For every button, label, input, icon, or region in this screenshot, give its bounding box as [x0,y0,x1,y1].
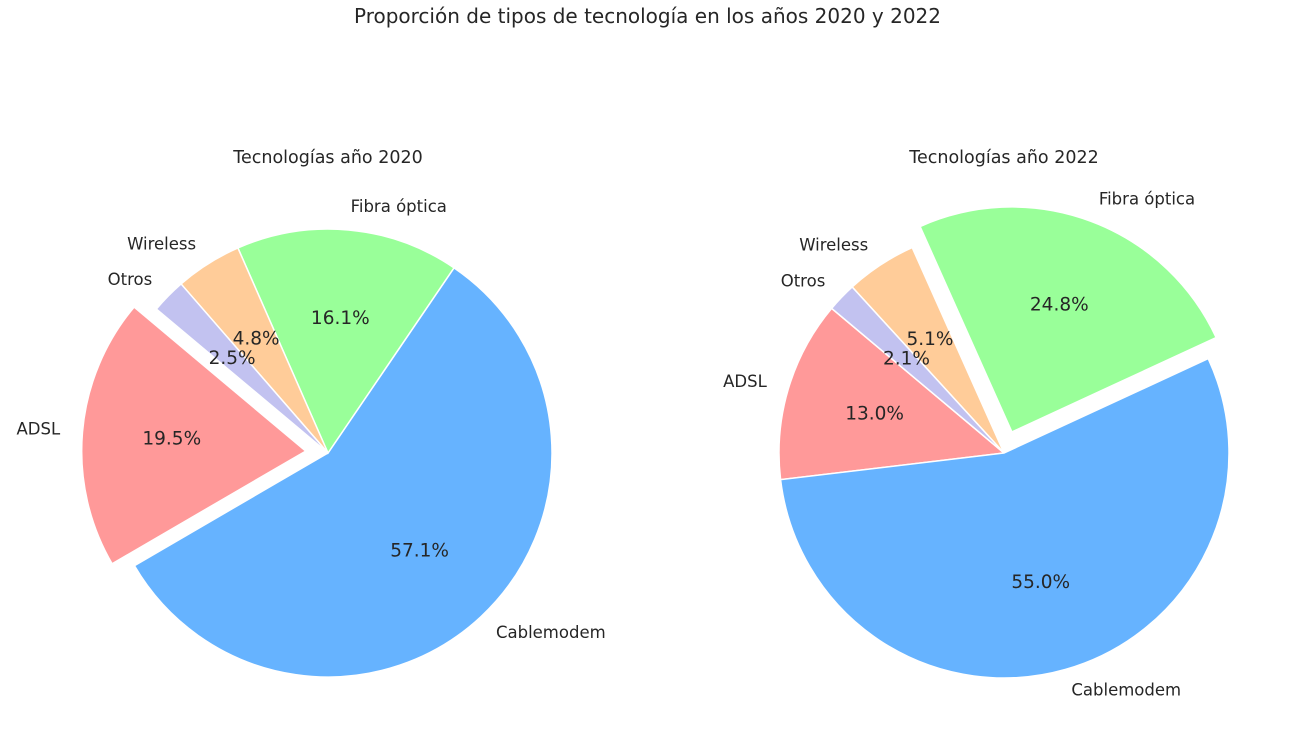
slice-label-cablemodem: Cablemodem [1071,681,1181,700]
slice-label-cablemodem: Cablemodem [496,623,606,642]
slice-label-adsl: ADSL [723,372,767,391]
slice-value-otros: 2.5% [209,348,256,369]
slice-value-fibra-optica: 16.1% [311,308,370,329]
slice-value-cablemodem: 55.0% [1011,572,1070,593]
slice-label-fibra-optica: Fibra óptica [351,197,447,216]
figure-title: Proporción de tipos de tecnología en los… [353,4,941,28]
slice-label-fibra-optica: Fibra óptica [1099,190,1195,209]
slice-adsl [80,306,307,565]
slice-value-fibra-optica: 24.8% [1030,295,1089,316]
slice-value-otros: 2.1% [883,349,930,370]
slice-label-otros: Otros [108,270,153,289]
slice-label-wireless: Wireless [799,236,868,255]
slice-label-wireless: Wireless [127,234,196,253]
slice-adsl [778,307,1006,481]
slice-value-adsl: 19.5% [142,429,201,450]
pie-title: Tecnologías año 2022 [908,148,1098,168]
slice-label-adsl: ADSL [17,420,61,439]
slice-value-adsl: 13.0% [845,403,904,424]
slice-value-wireless: 4.8% [233,328,280,349]
slice-fibra-optica [236,228,456,455]
pie-chart-2020: Tecnologías año 2020 ADSL 19.5% Cablemodem 5… [17,148,606,678]
slice-cablemodem [779,357,1230,679]
slice-otros [830,285,1005,454]
slice-otros [155,282,329,454]
pie-chart-2022: Tecnologías año 2022 ADSL 13.0% Cablemodem 5… [723,148,1230,700]
pie-title: Tecnologías año 2020 [232,148,422,168]
slice-value-wireless: 5.1% [906,329,953,350]
slice-label-otros: Otros [781,271,826,290]
slice-value-cablemodem: 57.1% [390,540,449,561]
slice-fibra-optica [919,206,1218,433]
slice-cablemodem [133,266,553,678]
